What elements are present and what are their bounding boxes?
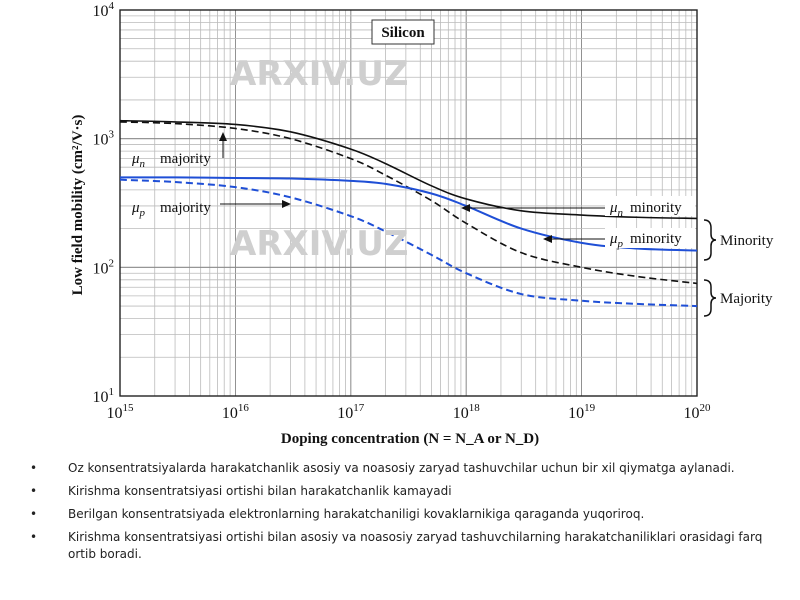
y-axis-label: Low field mobility (cm²/V·s) — [70, 115, 86, 296]
x-tick-label: 1017 — [337, 402, 365, 422]
chart-title: Silicon — [381, 25, 425, 41]
annotation-label: majority — [160, 151, 211, 167]
bullet-text: Kirishma konsentratsiyasi ortishi bilan … — [68, 484, 452, 498]
y-tick-label: 104 — [93, 0, 115, 20]
bullet-item: • Oz konsentratsiyalarda harakatchanlik a… — [30, 460, 790, 477]
series-line — [119, 119, 698, 220]
y-tick-label: 101 — [93, 386, 115, 406]
watermark: ARXIV.UZ — [230, 224, 408, 264]
y-tick-label: 103 — [93, 129, 115, 149]
annotation-label: minority — [630, 200, 682, 216]
brace-label-majority: Majority — [720, 291, 773, 307]
mobility-chart: 1015 1016 1017 1018 1019 1020 101 102 103 104 ARX… — [70, 0, 774, 447]
tick-labels: 1015 1016 1017 1018 1019 1020 101 102 103 104 — [93, 0, 712, 422]
x-tick-label: 1019 — [568, 402, 596, 422]
annotation-mu-n-minority: μn minority — [461, 196, 695, 219]
x-axis-label: Doping concentration (N = N_A or N_D) — [281, 431, 539, 447]
annotation-mu-p-minority: μp minority — [543, 228, 695, 250]
bullet-list: • Oz konsentratsiyalarda harakatchanlik a… — [30, 460, 790, 569]
annotation-mu-n-majority: μn majority — [131, 132, 227, 170]
series-line — [119, 178, 698, 308]
bullet-text: Berilgan konsentratsiyada elektronlarnin… — [68, 507, 645, 521]
bullet-text: Kirishma konsentratsiyasi ortishi bilan … — [68, 530, 763, 561]
series-line — [119, 176, 698, 252]
bullet-item: • Berilgan konsentratsiyada elektronlarni… — [30, 506, 790, 523]
brace-label-minority: Minority — [720, 233, 774, 249]
bullet-dot: • — [30, 461, 38, 475]
chart-series — [119, 119, 698, 308]
annotation-label: minority — [630, 231, 682, 247]
x-tick-label: 1018 — [453, 402, 481, 422]
title-box — [371, 19, 435, 45]
x-tick-label: 1015 — [107, 402, 135, 422]
bullet-item: • Kirishma konsentratsiyasi ortishi bilan… — [30, 483, 790, 500]
svg-text:μp: μp — [131, 200, 146, 219]
brace-minority — [703, 219, 717, 261]
chart-grid — [119, 9, 698, 397]
bullet-dot: • — [30, 530, 38, 544]
y-tick-label: 102 — [93, 257, 115, 277]
bullet-text: Oz konsentratsiyalarda harakatchanlik as… — [68, 461, 735, 475]
x-tick-label: 1016 — [222, 402, 250, 422]
brace-majority — [703, 279, 717, 317]
plot-frame — [119, 9, 698, 397]
bullet-item: • Kirishma konsentratsiyasi ortishi bilan… — [30, 529, 790, 563]
bullet-dot: • — [30, 484, 38, 498]
watermark: ARXIV.UZ — [230, 54, 408, 94]
x-tick-label: 1020 — [684, 402, 712, 422]
annotation-label: majority — [160, 200, 211, 216]
bullet-dot: • — [30, 507, 38, 521]
